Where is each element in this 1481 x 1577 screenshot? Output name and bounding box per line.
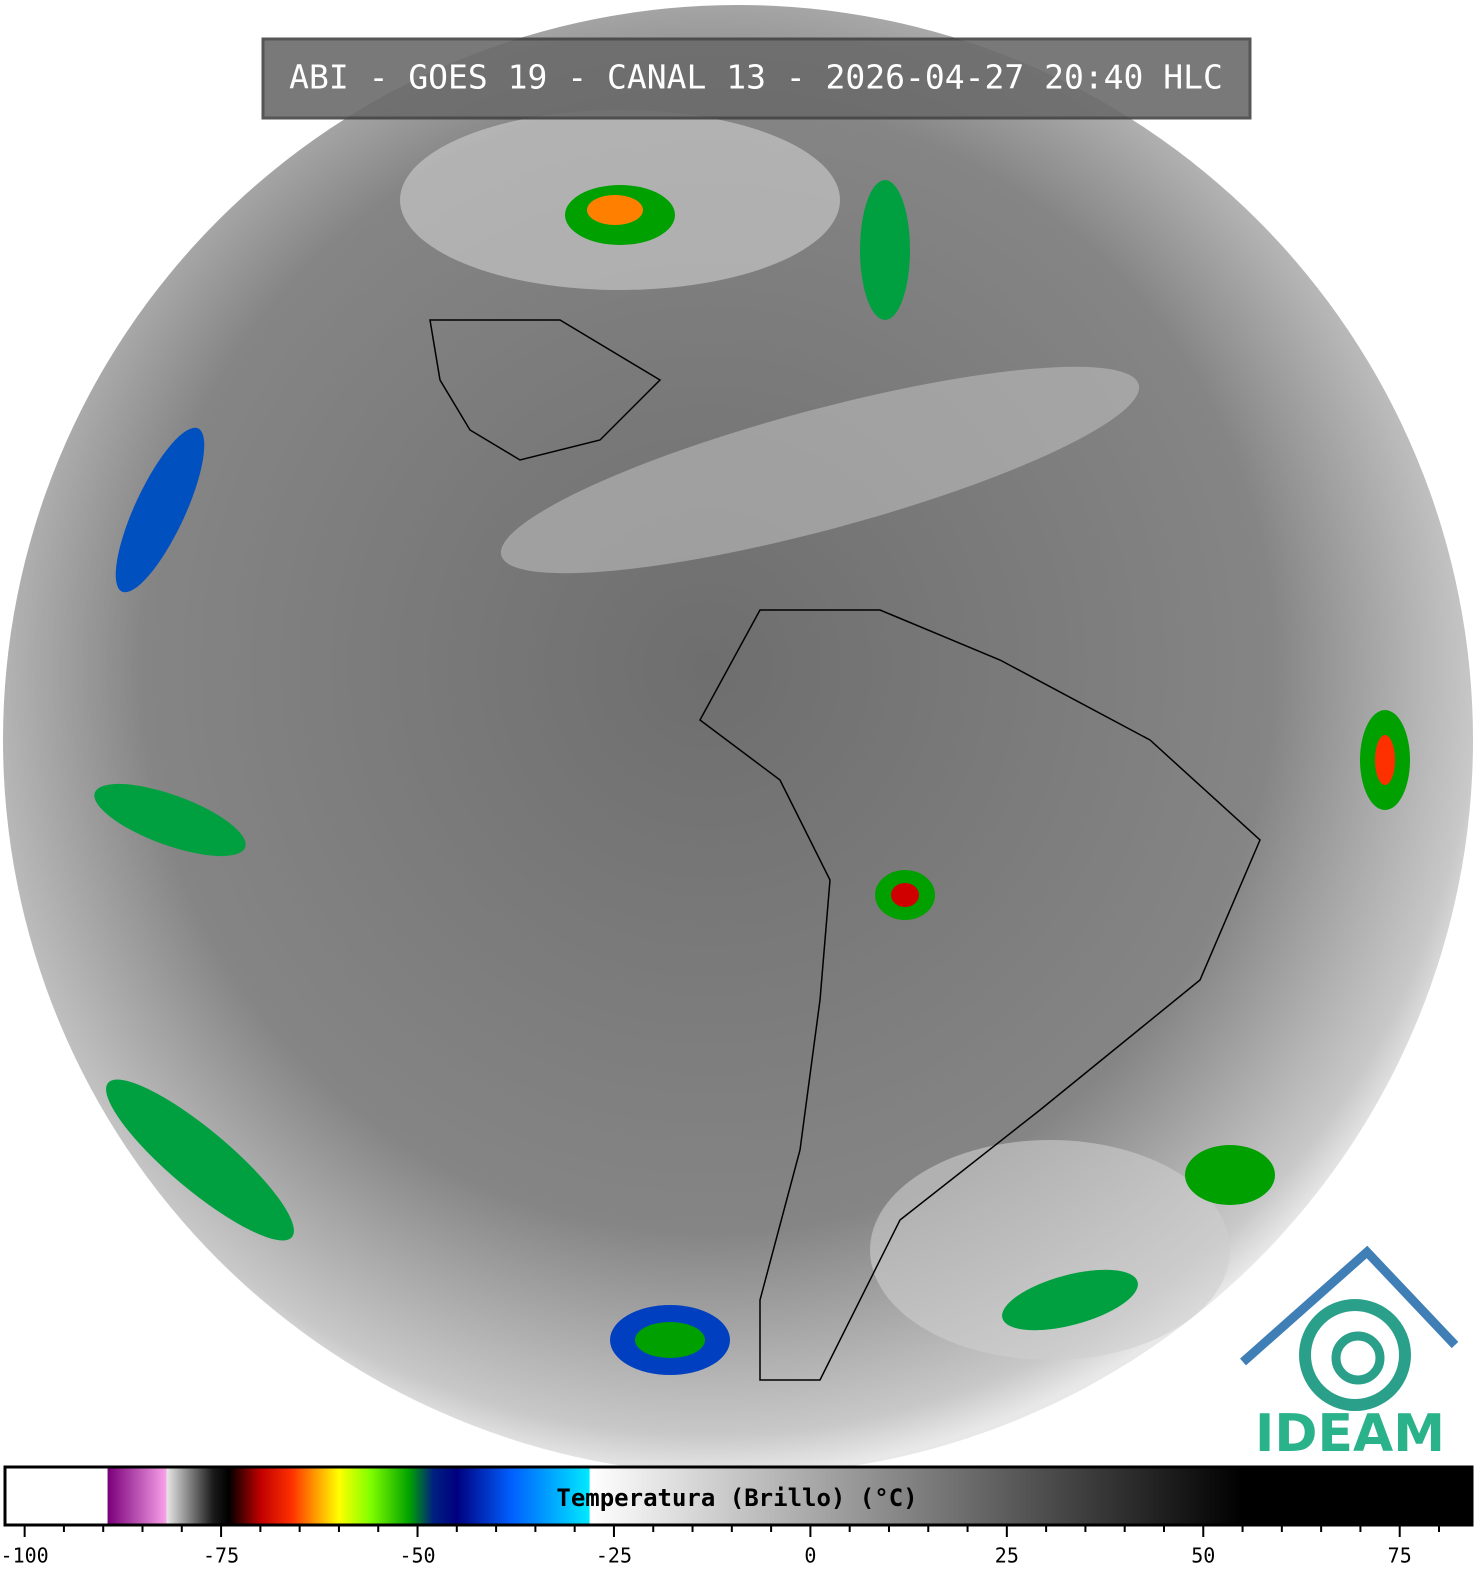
- title-box: [261, 37, 1252, 120]
- tick-label: -50: [399, 1544, 435, 1568]
- tick-label: -100: [1, 1544, 49, 1568]
- logo: IDEAM: [1240, 1245, 1459, 1464]
- tick-label: 75: [1388, 1544, 1412, 1568]
- tick-label: -75: [203, 1544, 239, 1568]
- earth-disk: [3, 5, 1473, 1475]
- colorbar-label: Temperatura (Brillo) (°C): [556, 1484, 917, 1512]
- tick-label: 0: [804, 1544, 816, 1568]
- logo-text: IDEAM: [1255, 1404, 1445, 1464]
- tick-label: 25: [995, 1544, 1019, 1568]
- tick-label: 50: [1191, 1544, 1215, 1568]
- tick-label: -25: [596, 1544, 632, 1568]
- colorbar: [3, 1465, 1474, 1527]
- title: ABI - GOES 19 - CANAL 13 - 2026-04-27 20…: [289, 58, 1223, 97]
